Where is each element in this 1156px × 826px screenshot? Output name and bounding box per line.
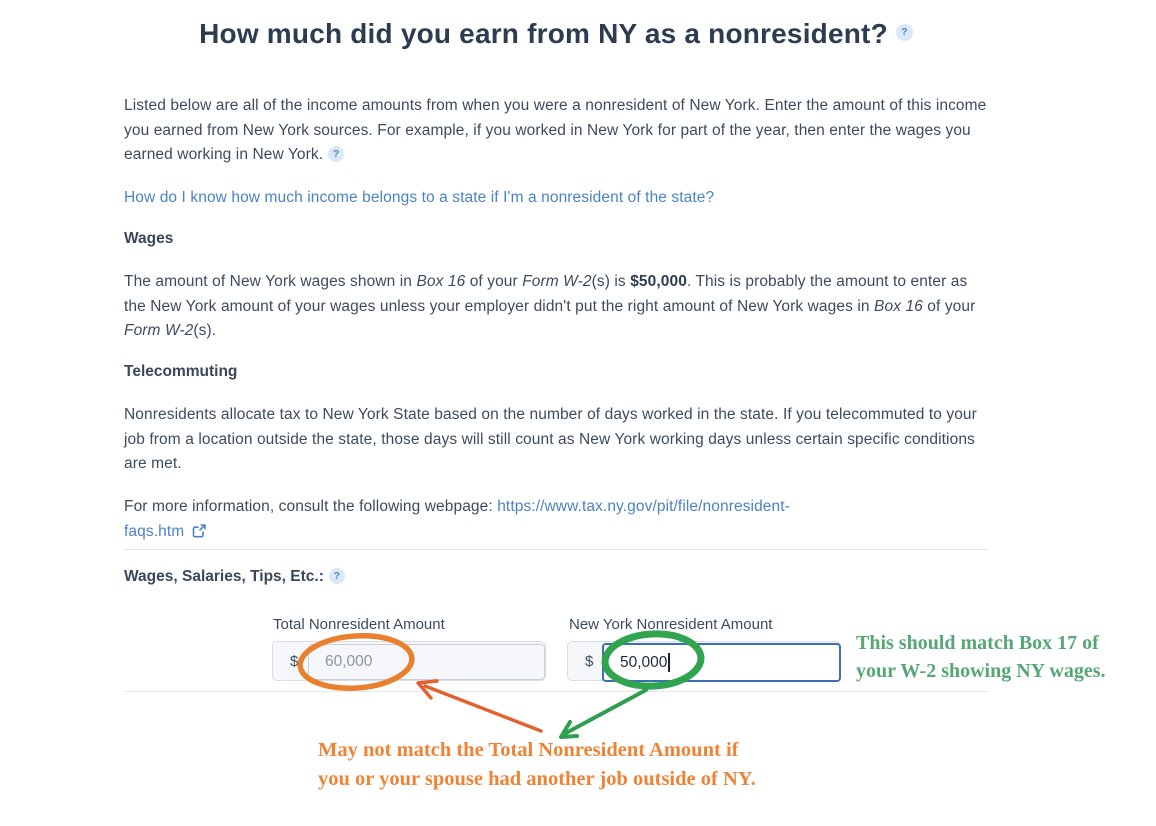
green-note: This should match Box 17 of your W-2 sho… — [856, 629, 1105, 685]
state-link-row: How do I know how much income belongs to… — [124, 186, 988, 211]
total-nonresident-input[interactable]: 60,000 — [308, 644, 545, 680]
external-link-icon — [192, 523, 206, 538]
orange-arrow — [416, 679, 543, 733]
ny-wages-amount: $50,000 — [630, 273, 687, 290]
ny-nonresident-label: New York Nonresident Amount — [569, 616, 773, 633]
tax-ny-gov-link-line1: https://www.tax.ny.gov/pit/file/nonresid… — [497, 498, 790, 515]
dollar-sign-prefix: $ — [290, 652, 299, 670]
wages-salaries-help-icon[interactable]: ? — [328, 568, 345, 584]
green-note-line2: your W-2 showing NY wages. — [856, 660, 1106, 682]
intro-help-icon[interactable]: ? — [328, 146, 345, 163]
wages-salaries-heading-row: Wages, Salaries, Tips, Etc.:? — [124, 568, 988, 586]
green-arrow — [559, 688, 648, 739]
wages-text-3: (s) is — [591, 273, 631, 290]
wages-salaries-heading: Wages, Salaries, Tips, Etc.: — [124, 568, 324, 585]
wages-text-5: of your — [922, 297, 976, 315]
nonresident-state-link[interactable]: How do I know how much income belongs to… — [124, 189, 715, 206]
section-divider-bottom — [124, 691, 988, 692]
wages-text-2: of your — [465, 273, 523, 290]
dollar-sign-prefix: $ — [585, 652, 594, 670]
ny-nonresident-field-group: $ 50,000 — [567, 641, 841, 682]
page-title: How much did you earn from NY as a nonre… — [199, 18, 888, 49]
telecommuting-heading: Telecommuting — [124, 363, 238, 380]
title-help-icon[interactable]: ? — [895, 23, 913, 41]
tax-ny-gov-link[interactable]: https://www.tax.ny.gov/pit/file/nonresid… — [124, 498, 790, 540]
wages-heading: Wages — [124, 230, 174, 247]
more-info-paragraph: For more information, consult the follow… — [124, 495, 988, 544]
orange-note: May not match the Total Nonresident Amou… — [318, 736, 756, 794]
box16-ref-1: Box 16 — [416, 273, 466, 290]
orange-note-line2: you or your spouse had another job outsi… — [318, 768, 756, 790]
wages-paragraph: The amount of New York wages shown in Bo… — [124, 270, 988, 344]
orange-note-line1: May not match the Total Nonresident Amou… — [318, 739, 739, 761]
total-nonresident-label: Total Nonresident Amount — [273, 616, 445, 633]
ny-nonresident-value: 50,000 — [620, 653, 668, 671]
green-note-line1: This should match Box 17 of — [856, 632, 1099, 654]
intro-paragraph: Listed below are all of the income amoun… — [124, 94, 988, 168]
page-title-row: How much did you earn from NY as a nonre… — [124, 18, 988, 50]
text-cursor — [668, 653, 671, 672]
ny-nonresident-input[interactable]: 50,000 — [602, 643, 841, 682]
section-divider-top — [124, 549, 988, 550]
box16-ref-2: Box 16 — [874, 297, 923, 315]
formw2-ref-1: Form W-2 — [522, 273, 592, 290]
wages-text-6: (s). — [193, 322, 217, 340]
wages-text-1: The amount of New York wages shown in — [124, 273, 417, 290]
total-nonresident-value: 60,000 — [325, 653, 373, 670]
tax-ny-gov-link-line2: faqs.htm — [124, 522, 185, 540]
telecommuting-paragraph: Nonresidents allocate tax to New York St… — [124, 406, 977, 473]
more-info-prefix: For more information, consult the follow… — [124, 498, 498, 515]
wages-text-4: . This is probably the amount to enter a… — [124, 273, 968, 315]
total-nonresident-field-group: $ 60,000 — [272, 641, 546, 681]
formw2-ref-2: Form W-2 — [124, 322, 194, 340]
intro-text: Listed below are all of the income amoun… — [124, 97, 987, 164]
